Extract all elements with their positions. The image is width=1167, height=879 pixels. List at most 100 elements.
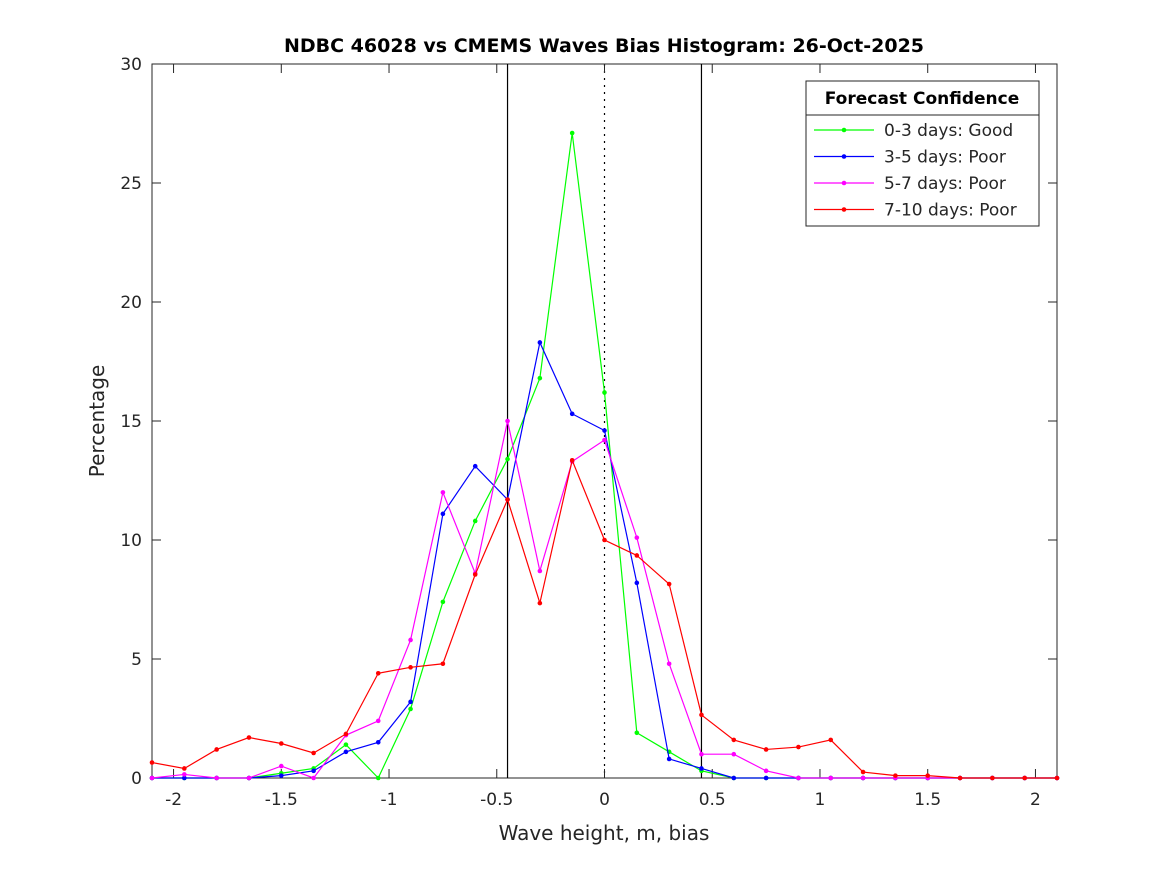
legend: Forecast Confidence 0-3 days: Good 3-5 da… (805, 80, 1040, 227)
data-point (990, 775, 995, 781)
y-tick-label: 0 (131, 769, 142, 789)
data-point (214, 775, 219, 781)
data-point (569, 411, 575, 417)
legend-marker (841, 180, 847, 186)
data-point (569, 130, 575, 136)
y-tick-label: 25 (120, 174, 142, 194)
legend-item: 7-10 days: Poor (814, 201, 1017, 221)
data-point (537, 568, 543, 574)
data-point (699, 766, 704, 771)
data-point (182, 772, 187, 777)
y-tick-label: 5 (131, 650, 142, 670)
data-point (1022, 775, 1027, 781)
data-point (375, 740, 381, 745)
data-point (311, 750, 316, 756)
data-point (602, 537, 607, 543)
data-point (278, 763, 284, 769)
x-tick-label: -2 (165, 790, 182, 810)
x-tick-label: 2 (1030, 790, 1041, 810)
data-point (472, 572, 478, 577)
data-point (731, 775, 737, 781)
legend-item: 3-5 days: Poor (814, 148, 1006, 168)
data-point (505, 456, 510, 462)
data-point (893, 773, 898, 778)
chart-title: NDBC 46028 vs CMEMS Waves Bias Histogram… (284, 35, 924, 57)
data-point (343, 742, 349, 747)
data-point (440, 661, 446, 667)
data-point (440, 511, 446, 517)
data-point (311, 768, 316, 774)
data-point (375, 718, 381, 724)
data-point (472, 518, 478, 524)
legend-title: Forecast Confidence (825, 89, 1020, 109)
data-point (828, 775, 834, 781)
data-point (860, 769, 866, 775)
data-point (505, 497, 510, 502)
legend-marker (841, 127, 847, 133)
data-point (408, 665, 413, 670)
data-point (408, 699, 413, 705)
y-tick-label: 20 (120, 293, 142, 313)
x-tick-label: -0.5 (480, 790, 513, 810)
y-tick-label: 15 (120, 412, 142, 432)
legend-item: 5-7 days: Poor (814, 174, 1006, 194)
y-tick-label: 30 (120, 55, 142, 75)
legend-marker (841, 154, 847, 159)
data-point (634, 730, 640, 736)
data-point (408, 637, 413, 643)
data-point (602, 437, 607, 443)
data-point (731, 751, 737, 757)
data-point (1054, 775, 1060, 781)
data-point (828, 737, 834, 743)
data-point (408, 706, 413, 712)
data-point (343, 749, 349, 755)
data-point (311, 775, 316, 781)
data-point (699, 751, 704, 757)
data-point (149, 775, 155, 781)
data-point (246, 735, 252, 740)
data-point (763, 747, 769, 752)
data-point (666, 756, 672, 762)
data-point (957, 775, 963, 781)
data-point (602, 428, 607, 433)
legend-marker (841, 207, 847, 212)
data-point (375, 670, 381, 676)
x-tick-label: -1 (381, 790, 398, 810)
x-tick-label: -1.5 (265, 790, 298, 810)
data-point (440, 490, 446, 495)
x-tick-label: 1.5 (914, 790, 941, 810)
data-point (537, 600, 543, 606)
data-point (182, 775, 187, 781)
data-point (634, 553, 640, 558)
data-point (375, 775, 381, 781)
x-tick-label: 0 (599, 790, 610, 810)
legend-label: 0-3 days: Good (884, 121, 1013, 141)
x-axis-label: Wave height, m, bias (499, 821, 710, 845)
data-point (602, 390, 607, 395)
data-point (537, 340, 543, 345)
y-axis-label: Percentage (85, 365, 109, 478)
data-point (634, 580, 640, 586)
data-point (569, 457, 575, 463)
legend-label: 5-7 days: Poor (884, 174, 1006, 194)
data-point (440, 599, 446, 605)
data-point (699, 712, 704, 718)
data-point (343, 731, 349, 737)
series-3 (149, 457, 1060, 781)
y-tick-label: 10 (120, 531, 142, 551)
data-point (666, 661, 672, 667)
data-point (537, 375, 543, 381)
data-point (278, 741, 284, 746)
legend-item: 0-3 days: Good (814, 121, 1013, 141)
data-point (472, 463, 478, 469)
data-point (278, 773, 284, 778)
legend-label: 7-10 days: Poor (884, 201, 1017, 221)
data-point (796, 744, 801, 750)
data-point (505, 418, 510, 424)
legend-label: 3-5 days: Poor (884, 148, 1006, 168)
data-point (796, 775, 801, 781)
data-point (214, 747, 219, 752)
data-point (666, 581, 672, 587)
x-tick-label: 0.5 (699, 790, 726, 810)
